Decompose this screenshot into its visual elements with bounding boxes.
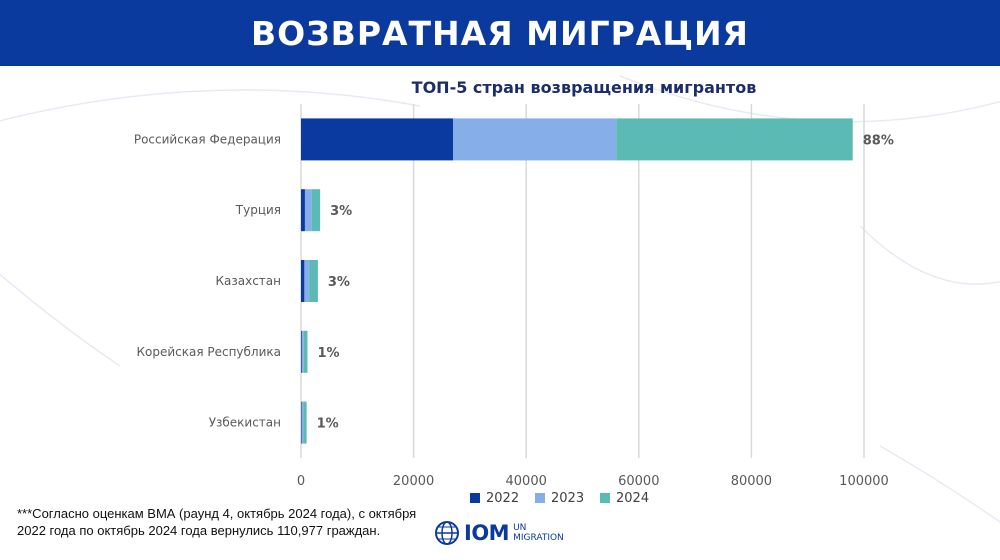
data-label: 88% [863,133,894,148]
data-label: 1% [317,417,339,432]
iom-logo: IOM UN MIGRATION [434,520,564,546]
footnote: ***Согласно оценкам ВМА (раунд 4, октябр… [17,506,417,538]
page-title: ВОЗВРАТНАЯ МИГРАЦИЯ [251,13,749,53]
bar-segment [453,118,617,161]
globe-icon [435,521,459,545]
bar-segment [303,330,308,373]
legend-label: 2024 [616,491,649,506]
category-label: Корейская Республика [136,345,281,359]
bar-segment [304,260,310,302]
bar-segment [301,330,304,373]
legend-label: 2023 [551,491,584,506]
legend-label: 2022 [486,491,519,506]
bar-segment [616,118,853,161]
legend-swatch [535,493,545,503]
bar-segment [311,189,321,232]
logo-text: IOM [464,521,510,545]
category-label: Казахстан [216,274,282,288]
category-label: Узбекистан [209,416,281,430]
bar-segment [301,401,302,444]
bar-segment [301,401,304,444]
bar-segment [304,189,312,232]
x-tick-label: 20000 [393,474,434,489]
chart-title: ТОП-5 стран возвращения мигрантов [412,78,757,97]
logo-sub-line2: MIGRATION [513,533,564,543]
x-tick-label: 80000 [731,474,772,489]
x-tick-label: 100000 [839,474,889,489]
category-label: Российская Федерация [134,132,281,146]
data-label: 3% [330,204,352,219]
data-label: 3% [328,275,350,290]
bar-segment [301,118,454,161]
legend-swatch [600,493,610,503]
slide-background [0,75,1000,523]
legend-swatch [470,493,480,503]
x-tick-label: 0 [297,474,305,489]
bar-segment [303,401,307,444]
bar-segment [301,260,305,302]
category-label: Турция [235,203,281,217]
bar-segment [301,330,302,373]
bar-segment [301,189,305,232]
logo-sub-line1: UN [513,523,527,533]
bar-chart: ТОП-5 стран возвращения мигрантов 0 20000 4… [134,78,894,506]
bar-segment [309,260,318,302]
x-tick-label: 40000 [506,474,547,489]
header-bar: ВОЗВРАТНАЯ МИГРАЦИЯ [0,0,1000,66]
x-tick-label: 60000 [618,474,659,489]
data-label: 1% [317,346,339,361]
